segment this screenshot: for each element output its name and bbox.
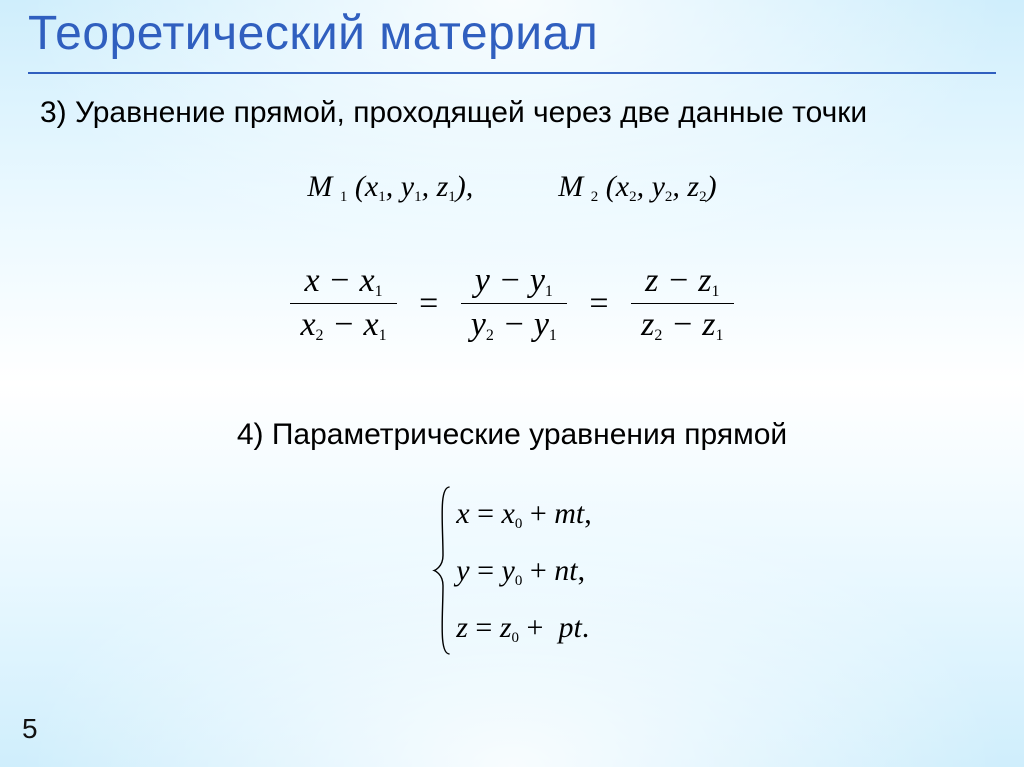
param-line-2: y = y0 + nt, [456,542,592,599]
dy-y1: y [534,306,549,343]
m2-z: z [687,170,699,203]
nz-z1s: 1 [712,283,720,300]
p1-t: t [576,497,584,530]
slide: Теоретический материал 3) Уравнение прям… [0,0,1024,767]
p2-rs: 0 [515,573,523,589]
dx-x1s: 1 [379,327,387,344]
p2-eq: = [477,554,494,587]
p2-end: , [578,554,586,587]
p1-r: x [501,497,514,530]
nz-minus: − [667,262,690,299]
dy-y2s: 2 [486,327,494,344]
dx-x2s: 2 [316,327,324,344]
m2-xs: 2 [629,189,637,205]
nz-z1: z [698,262,711,299]
m1-y: y [401,170,414,203]
p3-lhs: z [456,611,468,644]
eq1: = [413,285,444,323]
m1-zs: 1 [448,189,456,205]
m2-symbol: M [558,170,583,203]
p3-coef: p [558,611,573,644]
p3-eq: = [475,611,492,644]
p3-end: . [582,611,590,644]
m2-sub: 2 [591,189,599,205]
p2-plus: + [530,554,547,587]
points-definition: M 1 (x1, y1, z1), M 2 (x2, y2, z2) [0,170,1024,206]
nz-z: z [645,262,658,299]
p2-t: t [569,554,577,587]
dz-z2: z [641,306,654,343]
dz-z2s: 2 [654,327,662,344]
slide-title: Теоретический материал [28,6,598,61]
p2-r: y [501,554,514,587]
p1-lhs: x [456,497,469,530]
dz-z1: z [702,306,715,343]
ny-y: y [475,262,490,299]
dy-y1s: 1 [549,327,557,344]
eq2: = [583,285,614,323]
nx-minus: − [328,262,351,299]
p3-t: t [573,611,581,644]
m2-y: y [652,170,665,203]
ny-y1: y [530,262,545,299]
p3-plus: + [527,611,544,644]
nx-x1: x [360,262,375,299]
m1-z: z [437,170,449,203]
dx-x2: x [300,306,315,343]
dz-z1s: 1 [716,327,724,344]
m1-ys: 1 [414,189,422,205]
p3-r: z [500,611,512,644]
dy-minus: − [502,306,525,343]
p1-plus: + [530,497,547,530]
p1-coef: m [554,497,576,530]
param-line-1: x = x0 + mt, [456,485,592,542]
p1-rs: 0 [515,516,523,532]
p3-rs: 0 [512,630,520,646]
m1-xs: 1 [378,189,386,205]
m1-sub: 1 [340,189,348,205]
dx-x1: x [364,306,379,343]
param-line-3: z = z0 + pt. [456,599,592,656]
m1-x: x [365,170,378,203]
p2-lhs: y [456,554,469,587]
frac-z: z − z1 z2 − z1 [631,260,733,347]
section4-heading: 4) Параметрические уравнения прямой [0,418,1024,452]
p2-coef: n [554,554,569,587]
two-point-equation: x − x1 x2 − x1 = y − y1 y2 − y1 = z − z1… [0,260,1024,347]
dx-minus: − [332,306,355,343]
ny-y1s: 1 [545,283,553,300]
frac-y: y − y1 y2 − y1 [461,260,567,347]
m1-symbol: M [307,170,332,203]
p1-end: , [584,497,592,530]
nx-x1s: 1 [375,283,383,300]
p1-eq: = [477,497,494,530]
m2-zs: 2 [699,189,707,205]
curly-brace-icon [432,485,454,656]
title-divider [28,72,996,74]
ny-minus: − [498,262,521,299]
dy-y2: y [471,306,486,343]
page-number: 5 [22,713,38,745]
section3-heading: 3) Уравнение прямой, проходящей через дв… [40,96,994,130]
dz-minus: − [671,306,694,343]
parametric-equations: x = x0 + mt, y = y0 + nt, z = z0 + pt. [0,485,1024,656]
m2-x: x [616,170,629,203]
frac-x: x − x1 x2 − x1 [290,260,396,347]
m2-ys: 2 [665,189,673,205]
nx-x: x [304,262,319,299]
